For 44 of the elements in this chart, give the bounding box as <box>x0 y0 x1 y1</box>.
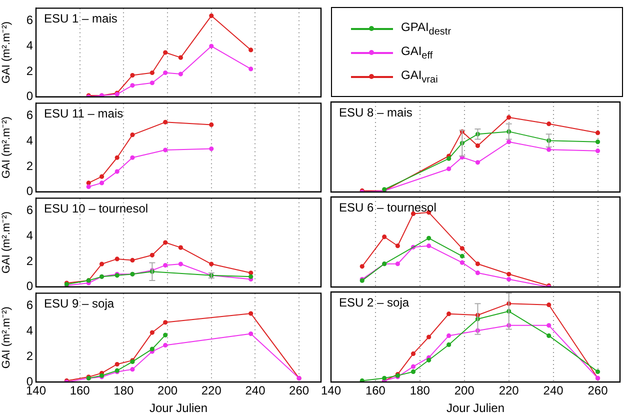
chart-title: ESU 1 – mais <box>44 12 118 26</box>
x-tick-label: 220 <box>201 384 222 398</box>
x-tick-label: 180 <box>410 384 430 398</box>
x-axis-title: Jour Julien <box>149 401 208 416</box>
x-tick-label: 180 <box>114 384 134 398</box>
x-tick-label: 260 <box>289 384 310 398</box>
y-tick-label: 4 <box>26 38 34 52</box>
chart-title: ESU 10 – tournesol <box>44 202 148 216</box>
x-axis-title: Jour Julien <box>446 401 505 416</box>
x-tick-label: 240 <box>245 384 266 398</box>
x-tick-label: 200 <box>454 384 475 398</box>
y-axis-title: GAI (m².m⁻²) <box>0 21 13 84</box>
chart-title: ESU 6 – tournesol <box>339 200 436 214</box>
y-tick-label: 6 <box>26 298 34 312</box>
x-tick-label: 160 <box>365 384 386 398</box>
x-tick-label: 220 <box>498 384 520 398</box>
y-tick-label: 2 <box>26 64 34 78</box>
y-tick-label: 0 <box>26 184 34 198</box>
y-tick-label: 6 <box>26 108 34 122</box>
y-tick-label: 6 <box>26 13 34 28</box>
chart-title: ESU 11 – mais <box>44 106 124 121</box>
x-tick-label: 240 <box>543 384 564 398</box>
x-tick-label: 140 <box>320 384 342 398</box>
y-axis-title: GAI (m².m⁻²) <box>0 116 13 179</box>
y-tick-label: 2 <box>26 254 34 268</box>
chart-title: ESU 2 – soja <box>339 295 410 310</box>
y-tick-label: 4 <box>26 324 34 338</box>
x-tick-label: 200 <box>158 384 178 398</box>
chart-title: ESU 9 – soja <box>44 296 114 311</box>
legend-label: GAI$_{vrai}$ <box>401 68 438 86</box>
y-tick-label: 0 <box>26 89 34 104</box>
y-tick-label: 2 <box>26 158 34 173</box>
x-tick-label: 160 <box>70 384 90 398</box>
y-tick-label: 0 <box>26 279 34 294</box>
y-tick-label: 2 <box>26 348 34 363</box>
legend-label: GAI$_{eff}$ <box>401 44 433 62</box>
y-tick-label: 4 <box>26 228 34 242</box>
y-tick-label: 6 <box>26 203 34 218</box>
x-tick-label: 260 <box>588 384 608 398</box>
y-tick-label: 4 <box>26 133 34 148</box>
legend-label: GPAI$_{destr}$ <box>401 20 452 38</box>
y-axis-title: GAI (m².m⁻²) <box>0 306 13 369</box>
chart-title: ESU 8 – mais <box>339 105 412 120</box>
y-axis-title: GAI (m².m⁻²) <box>0 211 13 274</box>
